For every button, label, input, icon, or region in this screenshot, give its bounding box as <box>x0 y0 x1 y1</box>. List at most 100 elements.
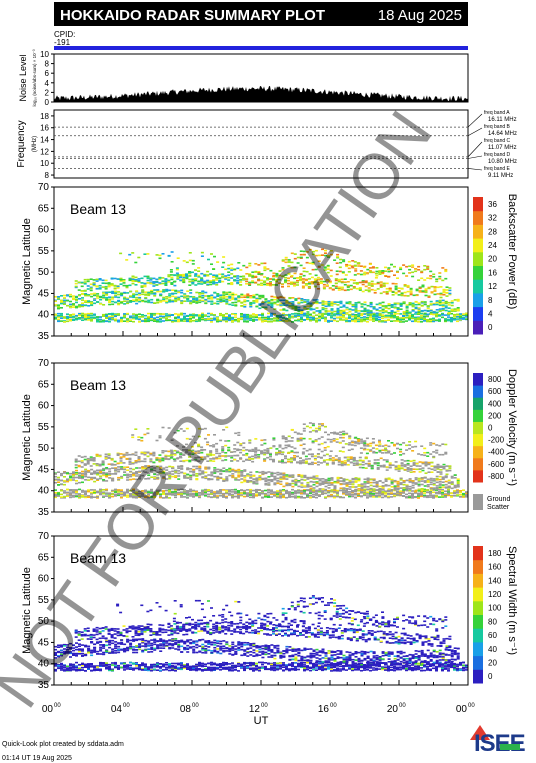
data-cell <box>302 250 306 253</box>
data-cell <box>186 315 189 317</box>
data-cell <box>411 482 415 484</box>
data-cell <box>243 492 246 494</box>
data-cell <box>450 304 454 307</box>
data-cell <box>57 296 60 298</box>
data-cell <box>390 493 393 495</box>
data-cell <box>243 489 246 492</box>
data-cell <box>162 296 166 299</box>
data-cell <box>318 254 321 257</box>
data-cell <box>210 294 214 297</box>
data-cell <box>60 301 63 304</box>
data-cell <box>90 496 93 499</box>
data-cell <box>306 301 310 303</box>
freq-band-label: freq band C <box>484 138 511 144</box>
data-cell <box>224 275 228 277</box>
data-cell <box>354 270 358 272</box>
data-cell <box>177 493 180 496</box>
data-cell <box>432 479 436 482</box>
data-cell <box>101 279 105 282</box>
data-cell <box>366 312 370 314</box>
data-cell <box>191 278 195 281</box>
data-cell <box>427 286 431 289</box>
data-cell <box>87 301 91 304</box>
data-cell <box>77 465 81 468</box>
data-cell <box>384 484 388 486</box>
data-cell <box>218 277 222 279</box>
data-cell <box>348 310 352 313</box>
data-cell <box>192 313 195 315</box>
data-cell <box>66 318 69 320</box>
data-cell <box>189 493 192 495</box>
data-cell <box>213 319 216 321</box>
data-cell <box>147 465 151 467</box>
data-cell <box>444 476 448 479</box>
data-cell <box>364 281 368 284</box>
data-cell <box>364 280 368 282</box>
data-cell <box>186 490 189 492</box>
data-cell <box>369 316 372 319</box>
data-cell <box>180 466 184 468</box>
data-cell <box>158 254 162 257</box>
data-cell <box>54 314 57 316</box>
data-cell <box>439 292 443 295</box>
data-cell <box>225 491 228 494</box>
data-cell <box>366 497 369 499</box>
data-cell <box>288 297 292 299</box>
data-cell <box>441 493 444 496</box>
data-cell <box>420 477 424 479</box>
data-cell <box>270 298 274 301</box>
data-cell <box>63 294 66 297</box>
data-cell <box>192 473 196 476</box>
freq-band-leader <box>467 113 483 128</box>
data-cell <box>432 487 436 489</box>
data-cell <box>339 301 343 303</box>
data-cell <box>270 489 273 491</box>
data-cell <box>390 478 394 481</box>
data-cell <box>98 454 102 457</box>
data-cell <box>243 306 247 308</box>
data-cell <box>303 319 306 321</box>
data-cell <box>438 496 441 498</box>
data-cell <box>279 299 283 302</box>
data-cell <box>307 287 311 289</box>
data-cell <box>309 318 312 320</box>
data-cell <box>405 484 409 486</box>
data-cell <box>335 262 339 264</box>
data-cell <box>310 282 314 285</box>
data-cell <box>303 485 307 487</box>
data-cell <box>81 293 84 295</box>
data-cell <box>384 490 388 493</box>
data-cell <box>169 269 173 271</box>
data-cell <box>299 253 303 256</box>
data-cell <box>137 279 141 282</box>
data-cell <box>114 495 117 497</box>
data-cell <box>212 276 216 278</box>
data-cell <box>342 312 346 314</box>
data-cell <box>309 496 312 499</box>
data-cell <box>258 494 261 496</box>
data-cell <box>417 309 421 312</box>
data-cell <box>267 482 271 484</box>
data-cell <box>141 293 145 296</box>
data-cell <box>333 314 336 317</box>
data-cell <box>81 319 84 321</box>
data-cell <box>453 484 457 487</box>
data-cell <box>372 478 376 480</box>
data-cell <box>402 487 406 489</box>
data-cell <box>405 304 409 306</box>
data-cell <box>132 296 136 299</box>
data-cell <box>405 309 409 312</box>
data-cell <box>129 494 132 497</box>
data-cell <box>78 476 81 478</box>
data-cell <box>341 271 345 273</box>
data-cell <box>330 320 333 322</box>
data-cell <box>284 281 287 284</box>
data-cell <box>372 313 376 316</box>
data-cell <box>339 480 343 482</box>
data-cell <box>215 277 219 280</box>
data-cell <box>204 488 207 491</box>
data-cell <box>342 496 345 499</box>
data-cell <box>182 275 185 277</box>
data-cell <box>165 466 169 469</box>
